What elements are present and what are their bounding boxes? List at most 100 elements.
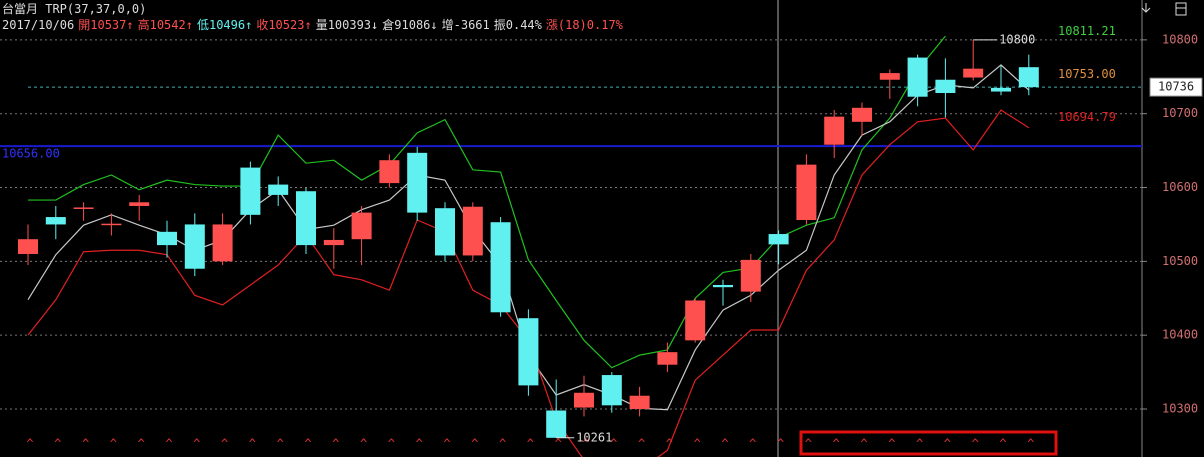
marker: ^ <box>666 437 673 451</box>
candle-body <box>462 206 483 256</box>
marker: ^ <box>833 437 840 451</box>
y-tick-label: 10600 <box>1162 180 1198 194</box>
marker: ^ <box>249 437 256 451</box>
title: 台當月 TRP(37,37,0,0) <box>2 2 147 16</box>
marker: ^ <box>860 437 867 451</box>
marker: ^ <box>638 437 645 451</box>
info-item: 倉91086↓ <box>382 18 438 32</box>
candle-body <box>935 79 956 94</box>
candle-body <box>323 239 344 246</box>
candle-body <box>740 259 761 292</box>
marker: ^ <box>360 437 367 451</box>
marker: ^ <box>721 437 728 451</box>
last-price-box <box>1149 77 1203 97</box>
hline-label: 10656.00 <box>2 147 60 161</box>
marker: ^ <box>805 437 812 451</box>
candle-body <box>518 318 539 386</box>
marker: ^ <box>555 437 562 451</box>
candle-body <box>379 160 400 184</box>
marker: ^ <box>527 437 534 451</box>
marker: ^ <box>499 437 506 451</box>
info-item: 量100393↓ <box>315 18 379 32</box>
marker: ^ <box>610 437 617 451</box>
marker: ^ <box>165 437 172 451</box>
marker: ^ <box>471 437 478 451</box>
candle-body <box>268 184 289 195</box>
marker: ^ <box>138 437 145 451</box>
band-line <box>28 35 946 369</box>
y-tick-label: 10800 <box>1162 32 1198 46</box>
marker: ^ <box>1027 437 1034 451</box>
candle-body <box>1018 67 1039 88</box>
candle-body <box>713 284 733 288</box>
candle-body <box>824 116 845 145</box>
candle-body <box>45 217 66 225</box>
min-label: 10261 <box>576 430 612 444</box>
marker: ^ <box>694 437 701 451</box>
band-label: 10694.79 <box>1058 110 1116 124</box>
candle-body <box>879 73 900 80</box>
marker: ^ <box>193 437 200 451</box>
marker: ^ <box>443 437 450 451</box>
candle-body <box>685 300 706 341</box>
marker: ^ <box>749 437 756 451</box>
candle-body <box>184 224 205 269</box>
marker: ^ <box>416 437 423 451</box>
band-label: 10753.00 <box>1058 67 1116 81</box>
marker: ^ <box>388 437 395 451</box>
marker: ^ <box>916 437 923 451</box>
marker: ^ <box>999 437 1006 451</box>
toolbar-icons <box>1141 2 1187 16</box>
info-item: 開10537↑ <box>78 18 134 32</box>
last-price-label: 10736 <box>1158 80 1194 94</box>
candle-body <box>574 392 594 408</box>
marker: ^ <box>54 437 61 451</box>
marker: ^ <box>582 437 589 451</box>
candle-body <box>629 395 650 410</box>
marker: ^ <box>972 437 979 451</box>
candle-body <box>240 167 261 215</box>
candle-body <box>490 222 511 313</box>
marker: ^ <box>110 437 117 451</box>
candle-body <box>101 223 122 226</box>
marker: ^ <box>82 437 89 451</box>
candle-body <box>601 375 622 406</box>
candle-body <box>212 224 233 262</box>
candle-body <box>991 87 1011 92</box>
candle-body <box>657 352 678 365</box>
candle-body <box>546 410 567 438</box>
info-item: 2017/10/06 <box>2 18 75 32</box>
highlight-box <box>799 430 1058 456</box>
info-item: 漲(18)0.17% <box>545 18 623 32</box>
info-item: 振0.44% <box>493 18 542 32</box>
candle-body <box>407 152 428 213</box>
candle-body <box>18 239 38 254</box>
marker: ^ <box>888 437 895 451</box>
info-item: 高10542↑ <box>137 18 193 32</box>
candle-body <box>435 208 455 256</box>
info-line: 2017/10/06 開10537↑ 高10542↑ 低10496↑ 收10523↑ 量1… <box>2 17 627 33</box>
band-line <box>27 109 1030 457</box>
down-icon <box>1141 3 1151 13</box>
y-tick-label: 10500 <box>1162 254 1198 268</box>
y-tick-label: 10400 <box>1162 328 1198 342</box>
max-label: 10800 <box>999 32 1035 46</box>
y-tick-label: 10300 <box>1162 402 1198 416</box>
marker: ^ <box>777 437 784 451</box>
info-item: 收10523↑ <box>256 18 312 32</box>
candle-body <box>73 207 94 209</box>
marker: ^ <box>26 437 33 451</box>
candle-body <box>157 231 177 246</box>
marker: ^ <box>221 437 228 451</box>
band-label: 10811.21 <box>1058 24 1116 38</box>
window-icon <box>1175 2 1187 16</box>
marker: ^ <box>332 437 339 451</box>
candle-body <box>768 234 789 245</box>
marker: ^ <box>944 437 951 451</box>
marker: ^ <box>277 437 284 451</box>
candle-body <box>296 191 316 246</box>
y-tick-label: 10700 <box>1162 106 1198 120</box>
candle-body <box>907 57 928 97</box>
